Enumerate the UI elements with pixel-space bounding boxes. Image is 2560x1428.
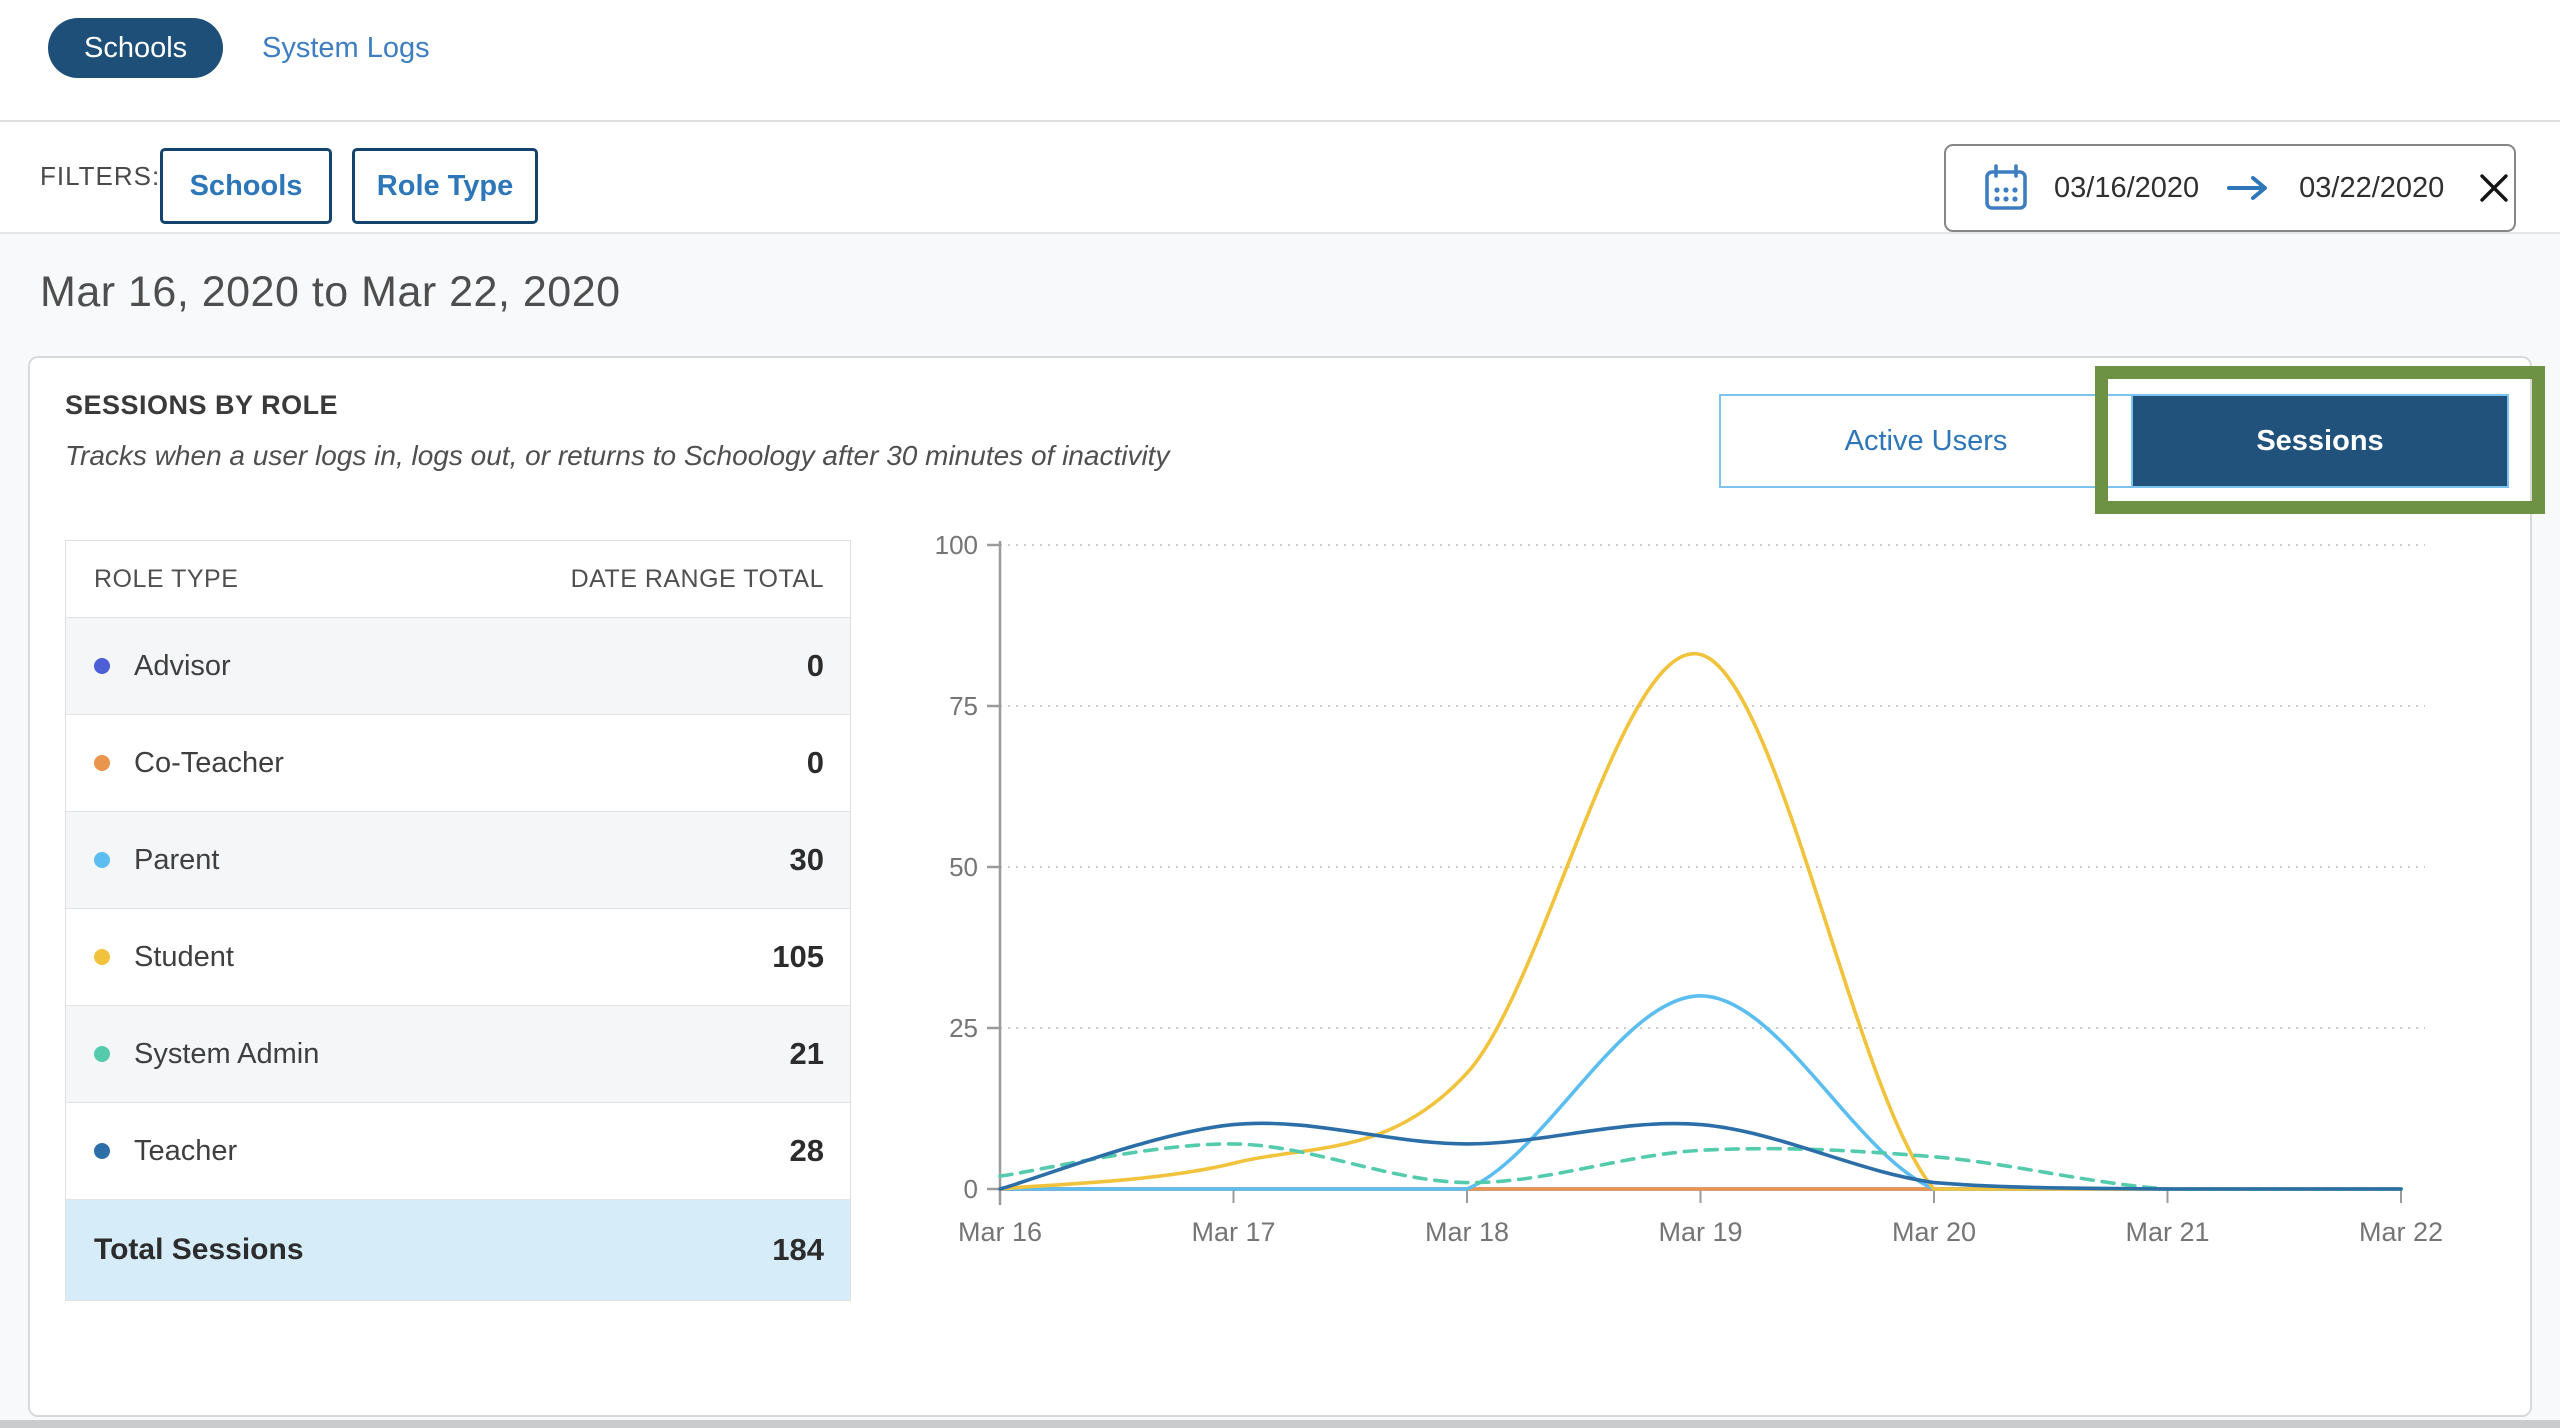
card-subtitle: Tracks when a user logs in, logs out, or… [65, 440, 1170, 471]
x-axis-label: Mar 18 [1425, 1217, 1509, 1247]
date-range-start[interactable]: 03/16/2020 [2054, 171, 2200, 204]
tab-schools[interactable]: Schools [48, 18, 224, 78]
line-chart-svg: 0 25 50 75 100 Mar 16 Mar 17 Mar 18 Mar 19 Mar 20… [935, 530, 2443, 1247]
window-bottom-edge [0, 1420, 2560, 1428]
role-total-value: 30 [789, 842, 824, 877]
series-line-teacher [998, 1121, 2403, 1191]
close-icon[interactable] [2478, 172, 2510, 204]
series-color-dot [94, 1046, 110, 1062]
active-users-toggle-button[interactable]: Active Users [1719, 394, 2133, 488]
column-date-range-total: DATE RANGE TOTAL [570, 564, 824, 593]
table-row: Advisor 0 [66, 617, 850, 714]
role-total-value: 28 [789, 1133, 824, 1168]
x-axis-label: Mar 21 [2125, 1217, 2209, 1247]
total-sessions-row: Total Sessions 184 [66, 1199, 850, 1300]
table-row: Teacher 28 [66, 1102, 850, 1199]
sessions-toggle-button[interactable]: Sessions [2131, 394, 2509, 488]
series-line-system-admin [998, 1142, 2403, 1191]
card-title: SESSIONS BY ROLE [65, 390, 339, 420]
role-type-table: ROLE TYPE DATE RANGE TOTAL Advisor 0 Co-Te… [65, 540, 851, 1301]
role-label: Student [66, 941, 772, 974]
total-sessions-value: 184 [772, 1232, 824, 1267]
series-line-parent [998, 993, 2403, 1191]
table-row: Parent 30 [66, 811, 850, 908]
x-axis-label: Mar 19 [1658, 1217, 1742, 1247]
x-axis-label: Mar 20 [1892, 1217, 1976, 1247]
role-total-value: 105 [772, 939, 824, 974]
series-color-dot [94, 658, 110, 674]
calendar-icon [1985, 164, 2027, 210]
role-label: Parent [66, 844, 790, 877]
filters-label: FILTERS: [40, 160, 161, 191]
x-axis-label: Mar 22 [2359, 1217, 2443, 1247]
sessions-line-chart: 0 25 50 75 100 Mar 16 Mar 17 Mar 18 Mar 19 Mar 20… [930, 518, 2445, 1263]
series-color-dot [94, 755, 110, 771]
x-axis-label: Mar 17 [1191, 1217, 1275, 1247]
role-total-value: 21 [789, 1036, 824, 1071]
tab-system-logs[interactable]: System Logs [262, 31, 430, 64]
role-total-value: 0 [806, 648, 824, 683]
date-range-end[interactable]: 03/22/2020 [2299, 171, 2445, 204]
table-row: System Admin 21 [66, 1005, 850, 1102]
series-color-dot [94, 852, 110, 868]
y-axis-label: 50 [949, 852, 978, 882]
table-body: Advisor 0 Co-Teacher 0 Parent 30 Student 105 Sys… [66, 617, 850, 1199]
table-header-row: ROLE TYPE DATE RANGE TOTAL [66, 541, 850, 617]
role-label: Teacher [66, 1135, 790, 1168]
table-row: Co-Teacher 0 [66, 714, 850, 811]
date-range-heading: Mar 16, 2020 to Mar 22, 2020 [40, 268, 621, 316]
y-axis-label: 75 [949, 691, 978, 721]
filter-schools-button[interactable]: Schools [160, 148, 332, 224]
series-color-dot [94, 949, 110, 965]
x-axis-label: Mar 16 [958, 1217, 1042, 1247]
role-label: Advisor [66, 650, 807, 683]
filter-role-type-button[interactable]: Role Type [352, 148, 538, 224]
series-color-dot [94, 1143, 110, 1159]
y-axis-label: 25 [949, 1013, 978, 1043]
y-axis-label: 0 [964, 1174, 978, 1204]
y-axis-label: 100 [935, 530, 978, 560]
date-range-picker[interactable]: 03/16/2020 03/22/2020 [1944, 144, 2516, 232]
role-label: System Admin [66, 1038, 790, 1071]
role-label: Co-Teacher [66, 747, 807, 780]
role-total-value: 0 [806, 745, 824, 780]
total-sessions-label: Total Sessions [94, 1233, 304, 1266]
column-role-type: ROLE TYPE [94, 564, 239, 593]
table-row: Student 105 [66, 908, 850, 1005]
series-line-student [998, 652, 2403, 1191]
top-tab-bar: Schools System Logs [0, 0, 2560, 122]
arrow-right-icon [2227, 176, 2268, 200]
